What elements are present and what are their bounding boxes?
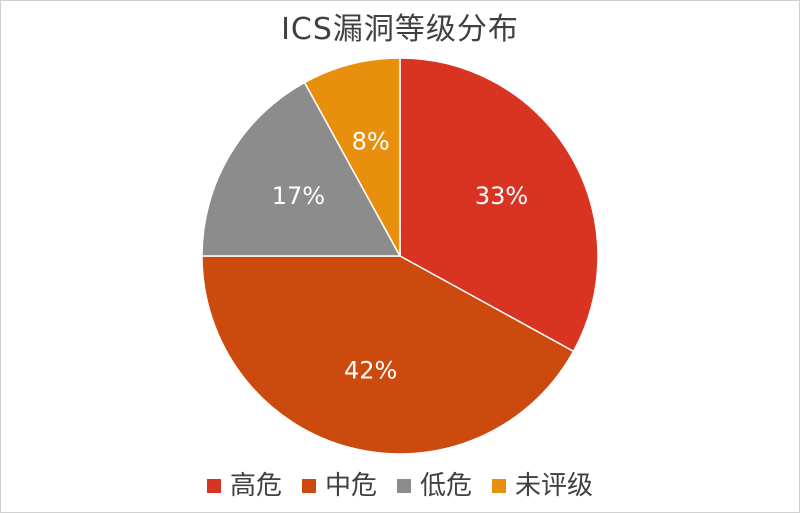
pie-slice-unrated [303, 57, 401, 257]
legend-swatch-medium [301, 479, 316, 493]
legend-label-medium: 中危 [324, 471, 377, 501]
legend-label-unrated: 未评级 [515, 471, 594, 501]
data-label-medium: 42% [344, 356, 397, 384]
legend-item-medium: 中危 [301, 468, 377, 504]
chart-title: ICS漏洞等级分布 [281, 12, 519, 47]
legend-label-low: 低危 [420, 471, 473, 501]
legend-item-low: 低危 [397, 468, 472, 504]
pie-slice-high [399, 57, 599, 353]
pie-slice-low [201, 81, 402, 257]
legend-item-high: 高危 [206, 468, 282, 504]
data-label-high: 33% [475, 182, 528, 210]
data-label-low: 17% [272, 182, 325, 210]
legend-swatch-unrated [492, 479, 507, 493]
legend: 高危 中危 低危 未评级 [0, 466, 800, 506]
legend-swatch-low [397, 479, 411, 493]
pie-slice-medium [201, 255, 575, 455]
data-label-unrated: 8% [352, 128, 390, 156]
legend-label-high: 高危 [229, 471, 282, 501]
pie-slices [201, 57, 599, 455]
legend-swatch-high [206, 479, 221, 493]
pie-labels: 33% 42% 17% 8% [272, 128, 528, 385]
legend-item-unrated: 未评级 [492, 468, 593, 504]
